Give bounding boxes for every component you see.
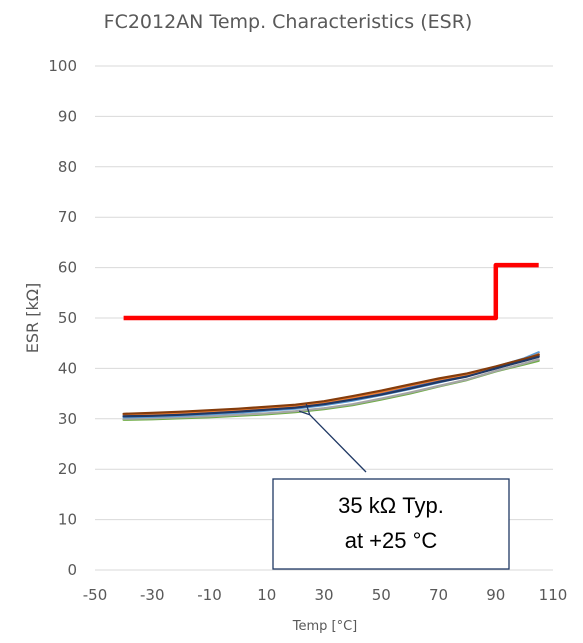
- chart-title: FC2012AN Temp. Characteristics (ESR): [104, 11, 473, 33]
- y-tick-label: 10: [58, 511, 77, 529]
- y-tick-label: 0: [67, 561, 77, 579]
- x-tick-label: 90: [486, 586, 505, 604]
- x-tick-label: 10: [257, 586, 276, 604]
- y-tick-label: 40: [58, 359, 77, 377]
- y-tick-label: 70: [58, 208, 77, 226]
- series-line-2: [122, 358, 540, 420]
- y-tick-label: 90: [58, 107, 77, 125]
- series-lines: [122, 262, 540, 421]
- callout-line-1: 35 kΩ Typ.: [338, 493, 444, 518]
- callout-box: [272, 478, 510, 570]
- y-tick-label: 100: [48, 57, 77, 75]
- series-line-0: [123, 262, 539, 321]
- series-line-6: [122, 353, 540, 415]
- y-tick-label: 30: [58, 410, 77, 428]
- x-tick-label: 70: [429, 586, 448, 604]
- y-axis-label: ESR [kΩ]: [23, 283, 42, 353]
- series-line-5: [122, 353, 540, 416]
- x-axis-ticks: -50 -30 -10 10 30 50 70 90 110: [83, 586, 568, 604]
- typical-value-callout: 35 kΩ Typ. at +25 °C: [272, 415, 510, 570]
- x-tick-label: -30: [140, 586, 165, 604]
- x-tick-label: 30: [314, 586, 333, 604]
- y-tick-label: 20: [58, 460, 77, 478]
- y-tick-label: 50: [58, 309, 77, 327]
- x-tick-label: 110: [539, 586, 568, 604]
- callout-line-2: at +25 °C: [345, 528, 438, 553]
- y-tick-label: 60: [58, 259, 77, 277]
- x-tick-label: -50: [83, 586, 108, 604]
- x-axis-label: Temp [°C]: [292, 619, 358, 634]
- series-line-7: [122, 355, 540, 418]
- x-tick-label: -10: [197, 586, 222, 604]
- y-tick-label: 80: [58, 158, 77, 176]
- callout-arrow: [310, 415, 367, 473]
- y-axis-ticks: 0 10 20 30 40 50 60 70 80 90 100: [48, 57, 77, 579]
- x-tick-label: 50: [372, 586, 391, 604]
